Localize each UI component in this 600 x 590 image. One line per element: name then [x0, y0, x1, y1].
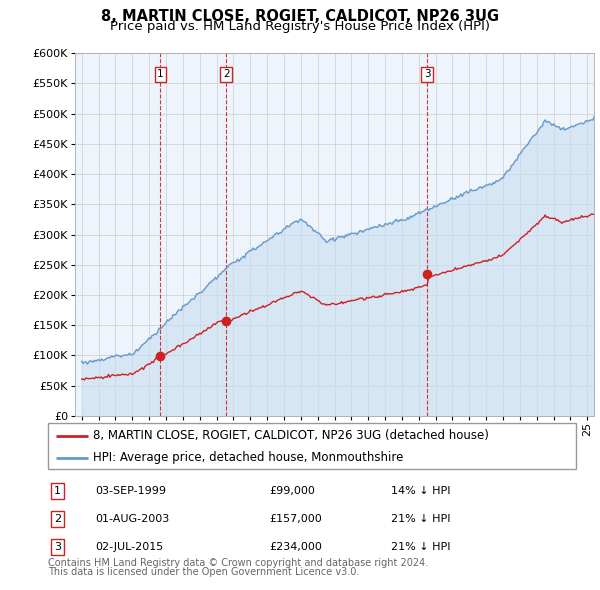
- Text: 01-AUG-2003: 01-AUG-2003: [95, 514, 170, 524]
- Text: £99,000: £99,000: [270, 486, 316, 496]
- Text: 3: 3: [424, 70, 430, 80]
- Text: Contains HM Land Registry data © Crown copyright and database right 2024.: Contains HM Land Registry data © Crown c…: [48, 558, 428, 568]
- Text: 8, MARTIN CLOSE, ROGIET, CALDICOT, NP26 3UG (detached house): 8, MARTIN CLOSE, ROGIET, CALDICOT, NP26 …: [93, 430, 489, 442]
- Text: 21% ↓ HPI: 21% ↓ HPI: [391, 542, 451, 552]
- Text: 21% ↓ HPI: 21% ↓ HPI: [391, 514, 451, 524]
- FancyBboxPatch shape: [48, 423, 576, 469]
- Text: £157,000: £157,000: [270, 514, 323, 524]
- Text: Price paid vs. HM Land Registry's House Price Index (HPI): Price paid vs. HM Land Registry's House …: [110, 20, 490, 33]
- Text: 14% ↓ HPI: 14% ↓ HPI: [391, 486, 451, 496]
- Text: 3: 3: [54, 542, 61, 552]
- Text: 8, MARTIN CLOSE, ROGIET, CALDICOT, NP26 3UG: 8, MARTIN CLOSE, ROGIET, CALDICOT, NP26 …: [101, 9, 499, 24]
- Text: HPI: Average price, detached house, Monmouthshire: HPI: Average price, detached house, Monm…: [93, 451, 403, 464]
- Text: 02-JUL-2015: 02-JUL-2015: [95, 542, 164, 552]
- Text: 1: 1: [54, 486, 61, 496]
- Text: 1: 1: [157, 70, 164, 80]
- Text: 03-SEP-1999: 03-SEP-1999: [95, 486, 167, 496]
- Text: £234,000: £234,000: [270, 542, 323, 552]
- Text: This data is licensed under the Open Government Licence v3.0.: This data is licensed under the Open Gov…: [48, 567, 359, 577]
- Text: 2: 2: [223, 70, 230, 80]
- Text: 2: 2: [54, 514, 61, 524]
